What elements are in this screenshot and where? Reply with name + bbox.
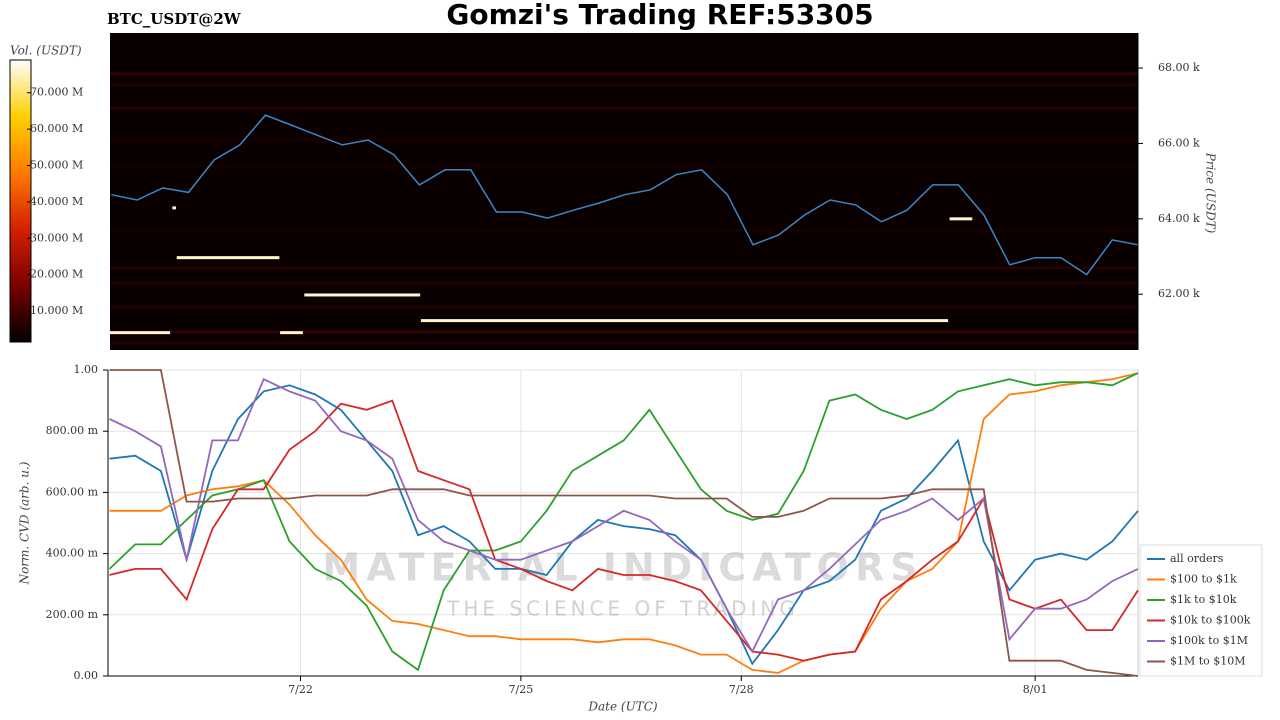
- volume-level: [110, 305, 1138, 309]
- y-tick-label: 62.00 k: [1158, 287, 1200, 300]
- colorbar-tick-label: 60.000 M: [30, 122, 83, 135]
- legend-label: $100k to $1M: [1170, 634, 1248, 647]
- plots: 62.00 k 64.00 k 66.00 k 68.00 k 10.000 M 20.0…: [9, 33, 1263, 696]
- y-tick-label: 64.00 k: [1158, 212, 1200, 225]
- colorbar-tick-label: 70.000 M: [30, 86, 83, 99]
- legend-label: $10k to $100k: [1170, 614, 1251, 627]
- colorbar-label: Vol. (USDT): [10, 44, 82, 58]
- y-axis-label: Price (USDT): [1204, 152, 1218, 234]
- order-wall: [172, 206, 176, 210]
- volume-level: [110, 330, 1138, 334]
- volume-level: [110, 266, 1138, 270]
- watermark: THE SCIENCE OF TRADING: [446, 597, 799, 621]
- y-tick-label: 0.00: [74, 669, 99, 682]
- series-line: [109, 369, 1139, 677]
- legend-label: $100 to $1k: [1170, 573, 1237, 586]
- series-line: [109, 372, 1139, 674]
- order-wall: [949, 217, 973, 221]
- volume-level: [110, 83, 1138, 87]
- price-line: [111, 114, 1139, 276]
- legend-label: $1k to $10k: [1170, 593, 1237, 606]
- plot-background: [107, 369, 1139, 677]
- y-tick-label: 600.00 m: [46, 485, 99, 498]
- legend-label: $1M to $10M: [1170, 655, 1246, 668]
- y-axis-label: Norm. CVD (arb. u.): [18, 461, 32, 585]
- volume-level: [110, 72, 1138, 76]
- volume-level: [110, 138, 1138, 142]
- series-line: [108, 372, 1139, 672]
- volume-level: [110, 164, 1138, 168]
- volume-level: [110, 106, 1138, 110]
- legend-box: [1139, 544, 1263, 677]
- order-wall: [110, 331, 171, 335]
- x-tick-label: 7/28: [729, 683, 754, 696]
- x-tick-label: 7/22: [288, 683, 313, 696]
- plot-background: [110, 33, 1138, 350]
- colorbar-tick-label: 50.000 M: [30, 159, 83, 172]
- colorbar-tick-label: 20.000 M: [30, 268, 83, 281]
- y-tick-label: 200.00 m: [46, 608, 99, 621]
- chart-title: BTC_USDT@2W: [107, 10, 242, 28]
- series-line: [109, 399, 1139, 662]
- y-tick-label: 800.00 m: [46, 424, 99, 437]
- y-tick-label: 68.00 k: [1158, 61, 1200, 74]
- page-title: Gomzi's Trading REF:53305: [446, 0, 873, 31]
- colorbar-tick-label: 40.000 M: [30, 195, 83, 208]
- order-wall: [420, 319, 949, 323]
- colorbar-tick-label: 30.000 M: [30, 231, 83, 244]
- order-wall: [176, 256, 280, 260]
- legend-label: all orders: [1170, 552, 1224, 565]
- colorbar-tick-label: 10.000 M: [30, 304, 83, 317]
- order-wall: [280, 331, 303, 335]
- volume-level: [110, 341, 1138, 345]
- y-tick-label: 400.00 m: [46, 547, 99, 560]
- x-tick-label: 7/25: [509, 683, 534, 696]
- x-tick-label: 8/01: [1023, 683, 1048, 696]
- y-tick-label: 66.00 k: [1158, 136, 1200, 149]
- volume-level: [110, 228, 1138, 232]
- volume-level: [110, 281, 1138, 285]
- y-tick-label: 1.00: [74, 363, 99, 376]
- series-line: [109, 377, 1139, 654]
- watermark: MATERIAL INDICATORS: [322, 546, 923, 590]
- x-axis-label: Date (UTC): [587, 700, 657, 714]
- colorbar: [9, 59, 32, 343]
- order-wall: [304, 293, 421, 297]
